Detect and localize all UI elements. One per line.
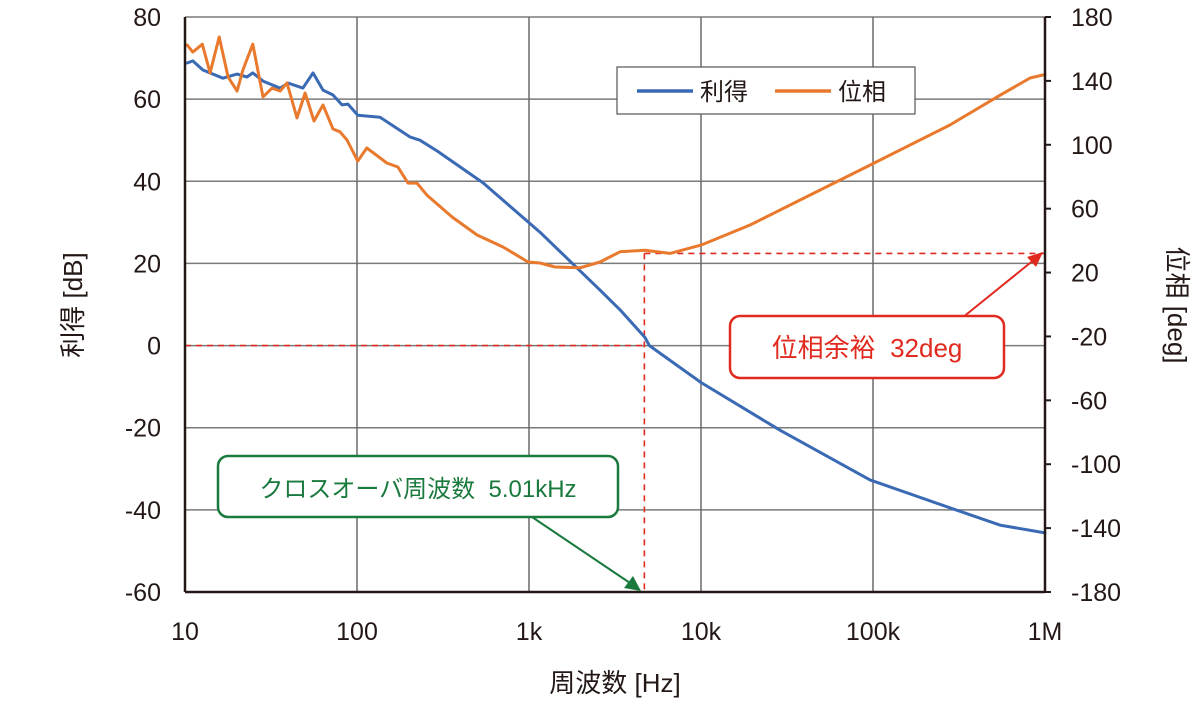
phase-line xyxy=(185,35,1047,270)
phase-margin-box xyxy=(728,314,1006,380)
legend-label-gain: 利得 xyxy=(700,79,748,106)
y-right-axis-label: 位相 [deg] xyxy=(1162,246,1192,363)
y-left-tick-label: -60 xyxy=(125,579,161,607)
x-tick-label: 10k xyxy=(681,618,722,646)
x-tick-label: 1M xyxy=(1028,618,1063,646)
y-right-tick-label: -140 xyxy=(1071,515,1121,543)
y-left-tick-label: -40 xyxy=(125,497,161,525)
y-left-tick-label: -20 xyxy=(125,415,161,443)
y-right-tick-label: -100 xyxy=(1071,451,1121,479)
y-right-tick-label: 60 xyxy=(1071,196,1099,224)
x-tick-label: 100 xyxy=(336,618,378,646)
x-tick-label: 1k xyxy=(516,618,543,646)
crossover-annotation: クロスオーバ周波数 5.01kHz xyxy=(216,454,641,591)
legend-box xyxy=(616,66,916,115)
y-left-tick-label: 20 xyxy=(133,250,161,278)
y-right-tick-label: 100 xyxy=(1071,132,1113,160)
y-left-tick-label: 60 xyxy=(133,86,161,114)
axes xyxy=(183,16,1051,594)
gain-line xyxy=(185,59,1047,535)
crossover-label: クロスオーバ周波数 5.01kHz xyxy=(259,476,576,503)
phase-margin-label: 位相余裕 32deg xyxy=(772,333,963,363)
y-right-tick-label: -60 xyxy=(1071,387,1107,415)
phase-margin-arrow xyxy=(961,258,1036,319)
y-right-tick-label: -180 xyxy=(1071,579,1121,607)
series-lines xyxy=(185,35,1047,535)
x-axis-label: 周波数 [Hz] xyxy=(549,668,680,698)
y-left-tick-label: 80 xyxy=(133,4,161,32)
y-right-tick-label: -20 xyxy=(1071,323,1107,351)
legend-label-phase: 位相 xyxy=(838,79,886,106)
phase-margin-arrowhead xyxy=(1027,252,1043,267)
crossover-arrow xyxy=(531,516,631,584)
crossover-arrowhead xyxy=(624,576,641,591)
x-tick-label: 100k xyxy=(846,618,901,646)
y-right-tick-label: 180 xyxy=(1071,4,1113,32)
margin-guides xyxy=(185,252,1045,592)
x-tick-label: 10 xyxy=(171,618,199,646)
y-right-tick-label: 20 xyxy=(1071,260,1099,288)
y-right-tick-label: 140 xyxy=(1071,68,1113,96)
y-left-tick-label: 0 xyxy=(147,333,161,361)
crossover-box xyxy=(216,454,620,519)
phase-margin-annotation: 位相余裕 32deg xyxy=(728,252,1043,380)
y-left-tick-label: 40 xyxy=(133,168,161,196)
legend: 利得 位相 xyxy=(616,66,916,115)
y-left-axis-label: 利得 [dB] xyxy=(58,252,88,357)
tick-labels: 80 60 40 20 0 -20 -40 -60 10 100 1k 10k 100k 1M 180 140… xyxy=(125,4,1121,646)
